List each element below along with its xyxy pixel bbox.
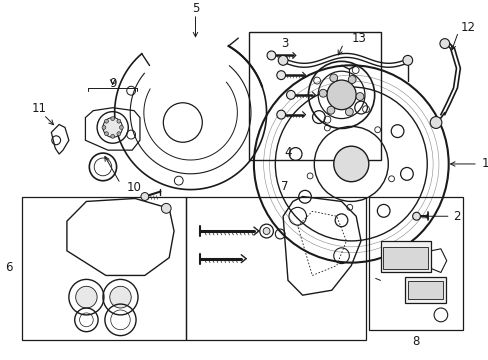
Text: 11: 11 xyxy=(32,102,47,115)
Circle shape xyxy=(286,90,295,99)
Text: 5: 5 xyxy=(191,1,199,14)
Circle shape xyxy=(326,80,355,110)
Circle shape xyxy=(266,51,275,60)
Circle shape xyxy=(161,203,171,213)
Circle shape xyxy=(326,106,334,114)
Circle shape xyxy=(119,126,123,129)
Text: 12: 12 xyxy=(459,21,474,34)
Circle shape xyxy=(429,117,441,129)
Text: 8: 8 xyxy=(411,335,418,348)
Circle shape xyxy=(319,89,326,97)
Bar xyxy=(368,197,462,330)
Circle shape xyxy=(329,74,337,82)
Circle shape xyxy=(76,286,97,308)
Text: 10: 10 xyxy=(126,181,141,194)
Circle shape xyxy=(276,110,285,119)
Text: 2: 2 xyxy=(453,210,460,223)
Text: 7: 7 xyxy=(281,180,288,193)
Circle shape xyxy=(347,76,355,84)
Text: 1: 1 xyxy=(481,157,488,170)
Bar xyxy=(404,278,445,303)
Circle shape xyxy=(402,55,412,65)
Circle shape xyxy=(109,286,131,308)
Circle shape xyxy=(333,146,368,182)
Bar xyxy=(248,32,380,160)
Circle shape xyxy=(355,93,363,100)
Bar xyxy=(383,247,427,269)
Text: 13: 13 xyxy=(350,32,366,45)
Bar xyxy=(407,282,442,299)
Bar xyxy=(22,197,185,339)
Circle shape xyxy=(263,228,269,234)
Bar xyxy=(380,241,430,273)
Circle shape xyxy=(103,118,122,137)
Bar xyxy=(185,197,365,339)
Circle shape xyxy=(117,132,121,136)
Circle shape xyxy=(412,212,420,220)
Circle shape xyxy=(276,71,285,80)
Circle shape xyxy=(117,119,121,123)
Circle shape xyxy=(110,117,114,121)
Circle shape xyxy=(102,126,106,129)
Circle shape xyxy=(104,132,108,136)
Text: 9: 9 xyxy=(109,77,116,90)
Text: 6: 6 xyxy=(5,261,12,274)
Circle shape xyxy=(110,134,114,138)
Text: 3: 3 xyxy=(281,37,288,50)
Circle shape xyxy=(104,119,108,123)
Circle shape xyxy=(439,39,449,49)
Circle shape xyxy=(278,55,287,65)
Circle shape xyxy=(141,193,148,201)
Circle shape xyxy=(345,108,352,116)
Text: 4: 4 xyxy=(284,145,291,159)
